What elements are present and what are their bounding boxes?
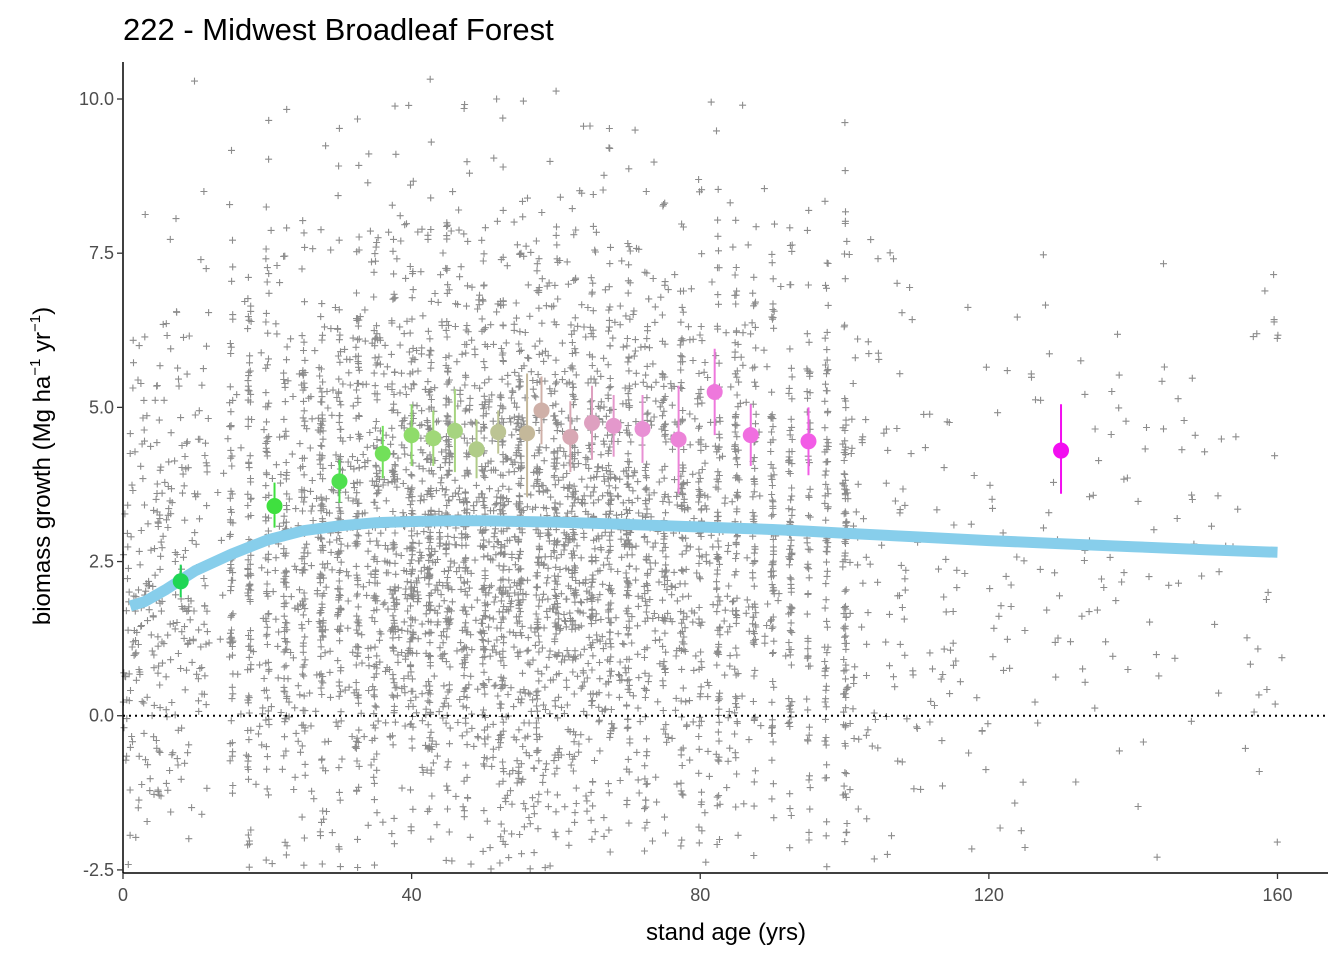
binned-mean-point (374, 425, 391, 479)
binned-mean-point (605, 395, 622, 457)
mean-marker (634, 420, 651, 437)
binned-mean-point (519, 373, 536, 497)
mean-marker (446, 422, 463, 439)
mean-marker (1053, 442, 1070, 459)
binned-mean-point (706, 348, 723, 436)
mean-marker (800, 433, 817, 450)
binned-mean-point (533, 376, 550, 445)
axes: 0 40 80 120 160 -2.5 0.0 2.5 5.0 7.5 10.0 (79, 62, 1328, 905)
binned-mean-point (172, 564, 189, 598)
mean-marker (533, 402, 550, 419)
mean-marker (706, 383, 723, 400)
scatter-point-markers (119, 75, 1286, 873)
x-tick-label: 0 (118, 885, 128, 905)
y-tick-label: 0.0 (89, 706, 114, 726)
binned-mean-point (562, 401, 579, 473)
y-tick-label: 2.5 (89, 552, 114, 572)
mean-marker (403, 427, 420, 444)
y-tick-label: 7.5 (89, 243, 114, 263)
binned-means (172, 348, 1070, 598)
mean-marker (742, 427, 759, 444)
y-axis-label: biomass growth (Mg ha−1 yr−1) (27, 307, 56, 625)
x-tick-label: 80 (690, 885, 710, 905)
mean-marker (490, 424, 507, 441)
scatter-points (119, 75, 1286, 873)
chart-title: 222 - Midwest Broadleaf Forest (123, 12, 554, 47)
binned-mean-point (1053, 404, 1070, 494)
y-tick-label: -2.5 (83, 860, 114, 880)
mean-marker (425, 430, 442, 447)
mean-marker (519, 425, 536, 442)
x-tick-label: 160 (1262, 885, 1292, 905)
y-tick-label: 10.0 (79, 89, 114, 109)
y-axis-ticks: -2.5 0.0 2.5 5.0 7.5 10.0 (79, 89, 123, 880)
binned-mean-point (331, 459, 348, 503)
binned-mean-point (266, 482, 283, 528)
binned-mean-point (403, 404, 420, 466)
plot-area (119, 75, 1328, 873)
mean-marker (584, 414, 601, 431)
binned-mean-point (490, 410, 507, 454)
mean-marker (468, 441, 485, 458)
binned-mean-point (468, 419, 485, 479)
mean-marker (266, 498, 283, 515)
mean-marker (374, 445, 391, 462)
x-axis-ticks: 0 40 80 120 160 (118, 873, 1293, 905)
binned-mean-point (446, 388, 463, 473)
binned-mean-point (425, 410, 442, 466)
mean-marker (605, 417, 622, 434)
x-tick-label: 40 (402, 885, 422, 905)
binned-mean-point (670, 385, 687, 494)
y-tick-label: 5.0 (89, 397, 114, 417)
x-axis-label: stand age (yrs) (646, 919, 806, 946)
binned-mean-point (584, 385, 601, 460)
x-tick-label: 120 (974, 885, 1004, 905)
mean-marker (172, 573, 189, 590)
mean-marker (670, 431, 687, 448)
binned-mean-point (742, 404, 759, 466)
binned-mean-point (634, 395, 651, 463)
mean-marker (331, 473, 348, 490)
mean-marker (562, 428, 579, 445)
trend-line (128, 515, 1278, 612)
binned-mean-point (800, 407, 817, 476)
